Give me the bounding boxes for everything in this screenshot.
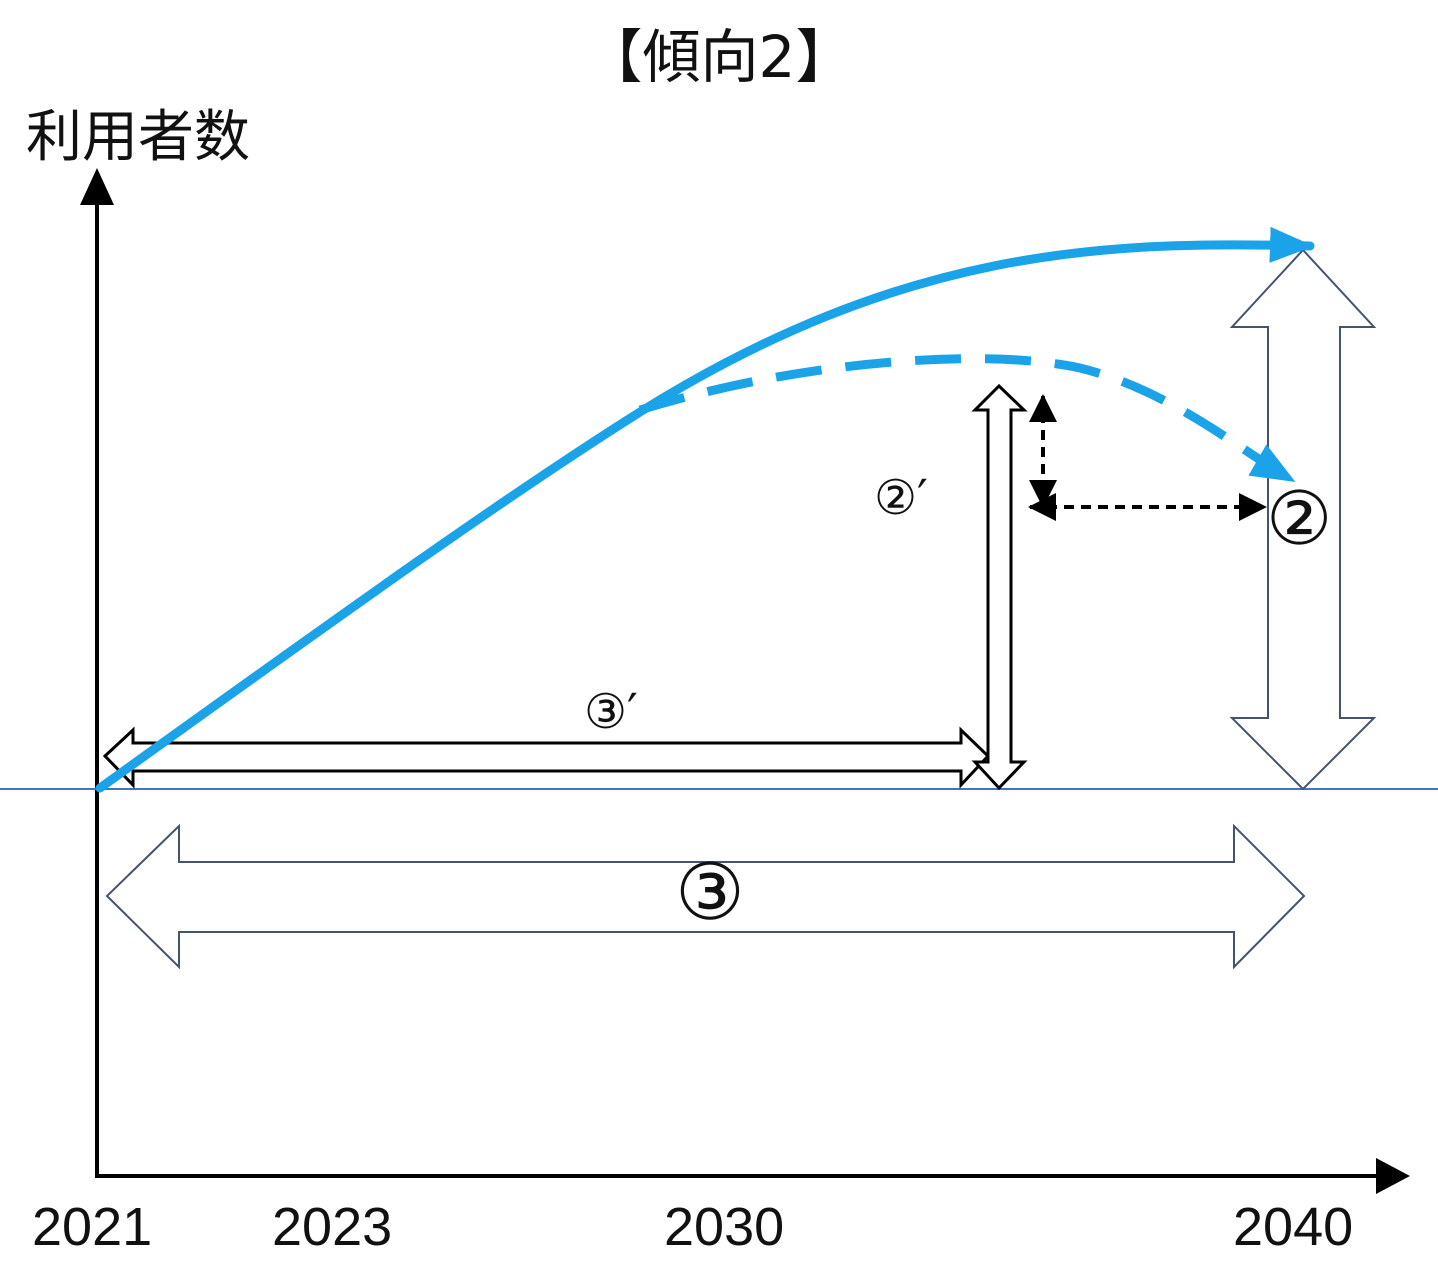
range-3-label: ③ — [675, 848, 745, 938]
y-axis-arrow-icon — [80, 168, 114, 205]
range-2-label: ② — [1266, 476, 1333, 562]
range-2-prime-label: ②′ — [874, 470, 928, 526]
range-2-prime-arrow — [971, 383, 1028, 791]
alternative-curve-dashed — [638, 354, 1296, 484]
diagram-title: 【傾向2】 — [584, 23, 854, 91]
range-3-arrow — [105, 823, 1306, 970]
growth-curve — [95, 226, 1315, 793]
range-3-prime-arrow — [102, 726, 991, 789]
x-tick-2021: 2021 — [32, 1197, 153, 1257]
range-3-prime-label: ③′ — [584, 684, 638, 740]
y-axis-label: 利用者数 — [26, 105, 250, 170]
x-tick-2040: 2040 — [1233, 1197, 1354, 1257]
x-tick-2023: 2023 — [272, 1197, 393, 1257]
x-tick-2030: 2030 — [664, 1197, 785, 1257]
range-2-arrow — [1229, 248, 1377, 791]
x-axis-arrow-icon — [1376, 1158, 1410, 1194]
